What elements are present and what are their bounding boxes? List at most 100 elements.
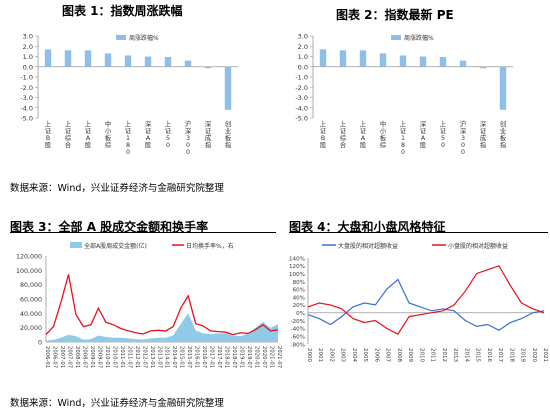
y-tick-label: 2.0 — [23, 43, 33, 51]
bar — [499, 66, 507, 110]
y-tick-label: 120,000 — [16, 254, 42, 261]
x-tick-label: 2007 — [385, 348, 391, 362]
x-tick-label: 2011 — [430, 348, 436, 362]
x-tick-label: 2006-01 — [44, 346, 50, 368]
y-tick-label: 1.0 — [298, 53, 308, 61]
x-tick-label: 2018-01 — [224, 346, 230, 368]
category-label: 上证综合 — [65, 119, 72, 149]
bar — [339, 50, 347, 67]
y-tick-label: -4.0 — [295, 104, 308, 112]
y-tick-label: -4.0 — [20, 104, 33, 112]
x-tick-label: 2014-01 — [164, 346, 170, 368]
x-tick-label: 2000 — [306, 348, 312, 362]
bar — [399, 55, 407, 67]
bar — [104, 53, 112, 67]
category-label: 深证 A 股 — [145, 119, 152, 149]
category-label: 沪深 3 0 0 — [460, 119, 466, 156]
x-tick-label: 2021 — [542, 348, 548, 362]
x-tick-label: 2003 — [340, 348, 346, 362]
category-label: 沪深 3 0 0 — [185, 119, 191, 156]
x-tick-label: 2010 — [418, 348, 424, 362]
y-tick-label: 0.0 — [23, 63, 33, 71]
y-tick-label: -40% — [291, 327, 305, 333]
legend-label-area: 全部A股周成交金额(亿) — [84, 242, 147, 250]
x-tick-label: 2001 — [317, 348, 323, 362]
y-tick-label: 40,000 — [20, 311, 42, 318]
x-tick-label: 2006-07 — [51, 346, 57, 368]
source-note-bottom: 数据来源：Wind，兴业证券经济与金融研究院整理 — [10, 398, 224, 409]
x-tick-label: 2008 — [396, 348, 402, 362]
figure-1-title: 图表 1：指数周涨跌幅 — [62, 4, 183, 18]
y-tick-label: 2.0 — [298, 43, 308, 51]
x-tick-label: 2013 — [452, 348, 458, 362]
x-tick-label: 2011-01 — [119, 346, 125, 368]
y-tick-label: 1.0 — [23, 53, 33, 61]
y-tick-label: 40% — [293, 295, 305, 301]
category-label: 深证 A 股 — [420, 119, 427, 149]
x-tick-label: 2009-01 — [89, 346, 95, 368]
category-label: 创业板指 — [500, 119, 507, 149]
series-area-turnover-amount — [46, 313, 278, 342]
category-label: 上证 5 0 — [440, 119, 447, 149]
legend-swatch-area — [70, 242, 82, 248]
x-tick-label: 2013-07 — [156, 346, 162, 368]
x-tick-label: 2015-01 — [179, 346, 185, 368]
source-note-top: 数据来源：Wind，兴业证券经济与金融研究院整理 — [10, 183, 224, 194]
chart-1-weekly-change: 3.0 2.0 1.0 0.0 -1.0 -2.0 -3.0 -4.0 -5.0 周涨跌幅% 上证 B… — [20, 33, 238, 156]
y-tick-label: -5.0 — [295, 115, 308, 123]
y-tick-label: 60,000 — [20, 297, 42, 304]
x-tick-label: 2007-07 — [66, 346, 72, 368]
x-tick-label: 2006 — [373, 348, 379, 362]
legend-label: 周涨跌幅% — [404, 34, 434, 42]
x-tick-label: 2009-07 — [96, 346, 102, 368]
series-line-small-cap — [307, 265, 545, 335]
y-tick-label: 20% — [293, 303, 305, 309]
y-tick-label: 3.0 — [23, 33, 33, 41]
y-tick-label: -1.0 — [20, 74, 33, 82]
bar — [64, 50, 72, 67]
category-label: 上证 1 8 0 — [125, 119, 132, 156]
category-label: 上证综合 — [340, 119, 347, 149]
x-tick-label: 2012-07 — [141, 346, 147, 368]
x-tick-label: 2009 — [407, 348, 413, 362]
chart-2-latest-pe: 3.0 2.0 1.0 0.0 -1.0 -2.0 -3.0 -4.0 -5.0 周涨跌幅% 上证 B… — [295, 33, 513, 156]
chart-4-size-style: 大盘股的相对超额收益 小盘股的相对超额收益 140% 120% 100% 80% 60%40… — [289, 242, 548, 362]
legend-label: 周涨跌幅% — [129, 34, 159, 42]
x-tick-label: 2005 — [362, 348, 368, 362]
x-tick-label: 2014-07 — [171, 346, 177, 368]
category-label: 创业板指 — [225, 119, 232, 149]
legend-label-small: 小盘股的相对超额收益 — [448, 242, 508, 250]
figure-2-title: 图表 2：指数最新 PE — [336, 8, 454, 22]
y-tick-label: -3.0 — [295, 94, 308, 102]
x-tick-label: 2002 — [328, 348, 334, 362]
y-tick-label: 100,000 — [16, 268, 42, 275]
bar — [459, 60, 467, 67]
bar — [379, 53, 387, 67]
category-label: 上证 B 股 — [320, 119, 327, 149]
category-label: 中小板综 — [380, 119, 387, 149]
y-tick-label: 140% — [289, 256, 305, 262]
series-line-large-cap — [307, 278, 545, 331]
y-tick-label: 100% — [289, 272, 305, 278]
category-label: 上证 A 股 — [360, 119, 367, 149]
y-tick-label: 0.0 — [298, 63, 308, 71]
bar — [204, 66, 212, 69]
legend-swatch — [391, 35, 401, 40]
x-tick-label: 2014 — [463, 348, 469, 362]
x-tick-label: 2017-07 — [216, 346, 222, 368]
y-tick-label: 80,000 — [20, 282, 42, 289]
y-tick-label: -80% — [291, 342, 305, 348]
x-tick-label: 2015-07 — [186, 346, 192, 368]
bar — [419, 56, 427, 67]
bar — [44, 49, 52, 67]
x-tick-label: 2016-07 — [201, 346, 207, 368]
x-tick-label: 2011-07 — [126, 346, 132, 368]
y-tick-label: 0 — [38, 340, 42, 347]
x-tick-label: 2021-07 — [276, 346, 282, 368]
bar — [479, 66, 487, 69]
x-tick-label: 2020 — [531, 348, 537, 362]
x-tick-label: 2015 — [475, 348, 481, 362]
bar — [439, 57, 447, 67]
category-label: 上证 A 股 — [85, 119, 92, 149]
bar — [184, 60, 192, 67]
